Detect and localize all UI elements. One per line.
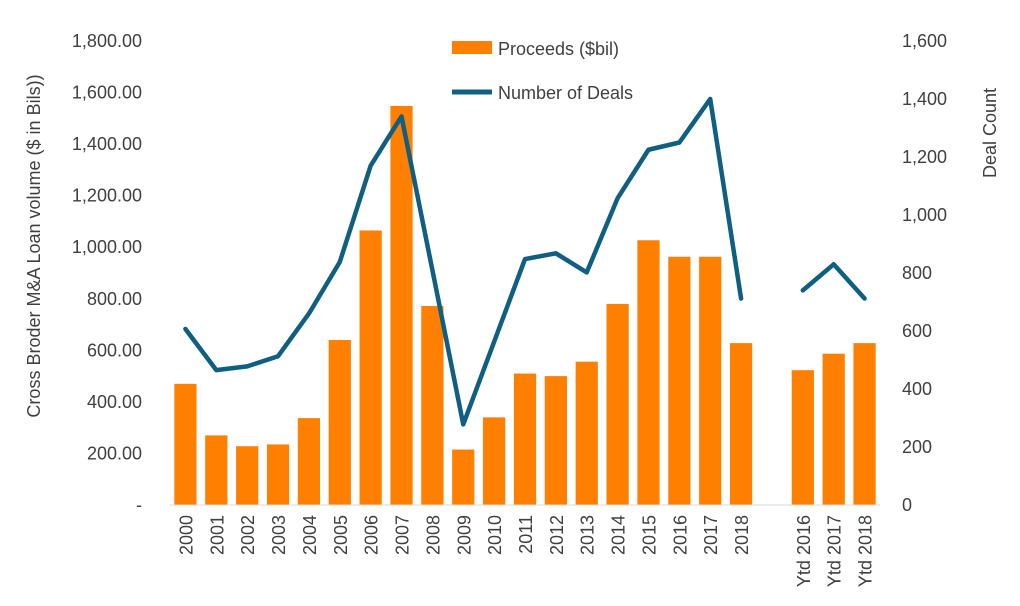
left-tick-label: 400.00 [87, 392, 142, 412]
bar [606, 303, 629, 505]
right-tick-label: 600 [902, 321, 932, 341]
left-tick-label: 1,400.00 [72, 134, 142, 154]
x-tick-label: 2006 [362, 515, 382, 555]
right-tick-label: 1,200 [902, 147, 947, 167]
line-series [183, 96, 867, 427]
x-tick-label: 2015 [639, 515, 659, 555]
x-tick-label: Ytd 2017 [825, 515, 845, 587]
x-tick-label: 2008 [423, 515, 443, 555]
legend-label-deals: Number of Deals [498, 83, 633, 103]
left-tick-label: 1,000.00 [72, 237, 142, 257]
bar [236, 446, 259, 505]
deal-count-line [800, 262, 867, 301]
x-tick-label: Ytd 2016 [794, 515, 814, 587]
right-tick-label: 200 [902, 437, 932, 457]
x-tick-label: 2010 [485, 515, 505, 555]
bar [359, 230, 382, 505]
x-tick-label: 2003 [269, 515, 289, 555]
x-tick-label: 2004 [300, 515, 320, 555]
bar [266, 444, 290, 505]
right-tick-label: 1,000 [902, 205, 947, 225]
left-tick-label: 200.00 [87, 443, 142, 463]
bar-series [174, 105, 876, 506]
bar [205, 435, 228, 505]
bar [729, 343, 753, 505]
left-tick-label: 1,600.00 [72, 83, 142, 103]
bar [513, 373, 537, 505]
legend-label-proceeds: Proceeds ($bil) [498, 39, 619, 59]
x-tick-label: 2002 [238, 515, 258, 555]
x-tick-label: Ytd 2018 [856, 515, 876, 587]
x-axis-ticks: 2000 2001 2002 2003 2004 2005 2006 2007 2008 2009… [176, 515, 875, 587]
x-tick-label: 2016 [670, 515, 690, 555]
bar [297, 418, 321, 505]
x-tick-label: 2012 [547, 515, 567, 555]
bar [822, 353, 845, 505]
right-tick-label: 400 [902, 379, 932, 399]
x-tick-label: 2013 [578, 515, 598, 555]
bar [699, 256, 722, 505]
x-tick-label: 2001 [207, 515, 227, 555]
right-tick-label: 1,400 [902, 89, 947, 109]
bar [328, 340, 351, 505]
bar [544, 376, 567, 505]
x-tick-label: 2009 [454, 515, 474, 555]
bar [483, 417, 506, 505]
x-tick-label: 2005 [331, 515, 351, 555]
right-axis-ticks: 0 200 400 600 800 1,000 1,200 1,400 1,600 [902, 31, 947, 515]
left-axis-ticks: - 200.00 400.00 600.00 800.00 1,000.00 1,200.0… [72, 31, 142, 515]
x-tick-label: 2018 [732, 515, 752, 555]
right-tick-label: 1,600 [902, 31, 947, 51]
left-tick-label: - [136, 495, 142, 515]
legend-swatch-proceeds [452, 41, 492, 54]
bar [421, 305, 444, 505]
legend: Proceeds ($bil) Number of Deals [452, 39, 633, 103]
right-tick-label: 800 [902, 263, 932, 283]
left-axis-title: Cross Broder M&A Loan volume ($ in Bils)… [24, 74, 44, 417]
left-tick-label: 600.00 [87, 340, 142, 360]
bar [637, 240, 660, 506]
bar [390, 105, 413, 506]
right-axis-title: Deal Count [980, 88, 1000, 178]
left-tick-label: 800.00 [87, 289, 142, 309]
bar [575, 361, 598, 505]
x-tick-label: 2014 [609, 515, 629, 555]
bar [853, 343, 876, 505]
bar [174, 383, 197, 505]
x-tick-label: 2011 [516, 515, 536, 554]
x-tick-label: 2007 [393, 515, 413, 555]
right-tick-label: 0 [902, 495, 912, 515]
x-tick-label: 2000 [176, 515, 196, 555]
bar [791, 370, 814, 505]
left-tick-label: 1,200.00 [72, 186, 142, 206]
deal-count-line [183, 96, 744, 427]
bar [668, 256, 691, 505]
x-tick-label: 2017 [701, 515, 721, 555]
bar [452, 449, 475, 505]
left-tick-label: 1,800.00 [72, 31, 142, 51]
